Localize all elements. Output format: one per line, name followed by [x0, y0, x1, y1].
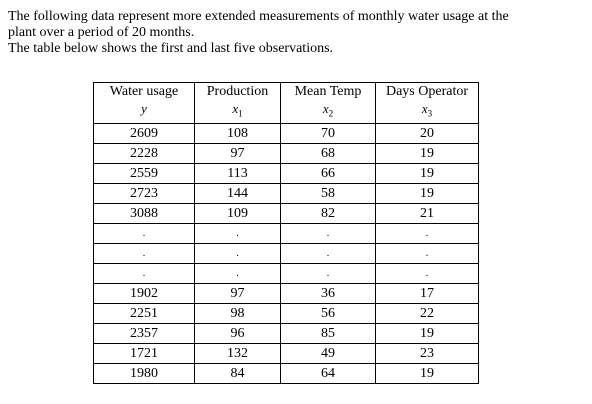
header-symbol: x3 — [421, 101, 433, 119]
intro-line-2: plant over a period of 20 months. — [8, 25, 195, 40]
table-cell: 19 — [375, 322, 479, 344]
table-cell: 19 — [375, 142, 479, 164]
table-cell: 96 — [194, 322, 281, 344]
table-cell: 3088 — [93, 202, 195, 224]
table-row: 2357 96 85 19 — [93, 322, 479, 344]
header-symbol: y — [141, 101, 147, 116]
table-cell: 49 — [280, 342, 376, 364]
table-row: 2251 98 56 22 — [93, 302, 479, 324]
intro-line-1: The following data represent more extend… — [8, 9, 509, 24]
table-row: 1980 84 64 19 — [93, 362, 479, 384]
intro-line-3: The table below shows the first and last… — [8, 41, 334, 56]
table-cell: 2559 — [93, 162, 195, 184]
table-cell: 36 — [280, 282, 376, 304]
header-production: Production x1 — [194, 82, 281, 124]
table-row: 2609 108 70 20 — [93, 122, 479, 144]
table-cell: 56 — [280, 302, 376, 324]
table-cell: 70 — [280, 122, 376, 144]
ellipsis-cell: . — [93, 242, 195, 264]
table-cell: 20 — [375, 122, 479, 144]
table-cell: 64 — [280, 362, 376, 384]
table-cell: 82 — [280, 202, 376, 224]
header-days-operator: Days Operator x3 — [375, 82, 479, 124]
header-mean-temp: Mean Temp x2 — [280, 82, 376, 124]
ellipsis-cell: . — [280, 262, 376, 284]
header-water-usage: Water usage y — [93, 82, 195, 124]
table-cell: 2723 — [93, 182, 195, 204]
table-cell: 97 — [194, 282, 281, 304]
table-cell: 97 — [194, 142, 281, 164]
ellipsis-cell: . — [375, 242, 479, 264]
header-label: Days Operator — [385, 84, 469, 99]
ellipsis-cell: . — [93, 222, 195, 244]
ellipsis-row: . . . . — [93, 222, 479, 244]
ellipsis-row: . . . . — [93, 242, 479, 264]
table-cell: 58 — [280, 182, 376, 204]
table-row: 1902 97 36 17 — [93, 282, 479, 304]
ellipsis-cell: . — [280, 222, 376, 244]
table-cell: 21 — [375, 202, 479, 224]
header-label: Water usage — [109, 84, 179, 99]
table-cell: 17 — [375, 282, 479, 304]
table-header-row: Water usage y Production x1 Mean Temp x2… — [93, 82, 479, 124]
ellipsis-row: . . . . — [93, 262, 479, 284]
ellipsis-cell: . — [375, 262, 479, 284]
header-label: Production — [206, 84, 269, 99]
table-row: 1721 132 49 23 — [93, 342, 479, 364]
table-cell: 1902 — [93, 282, 195, 304]
table-cell: 98 — [194, 302, 281, 324]
table-cell: 2228 — [93, 142, 195, 164]
table-cell: 1980 — [93, 362, 195, 384]
ellipsis-cell: . — [93, 262, 195, 284]
table-cell: 2609 — [93, 122, 195, 144]
table-cell: 19 — [375, 362, 479, 384]
table-cell: 144 — [194, 182, 281, 204]
table-cell: 2357 — [93, 322, 195, 344]
header-symbol: x2 — [322, 101, 334, 119]
ellipsis-cell: . — [194, 242, 281, 264]
ellipsis-cell: . — [375, 222, 479, 244]
table-cell: 109 — [194, 202, 281, 224]
table-cell: 1721 — [93, 342, 195, 364]
table-cell: 19 — [375, 182, 479, 204]
table-cell: 22 — [375, 302, 479, 324]
table-cell: 113 — [194, 162, 281, 184]
table-cell: 108 — [194, 122, 281, 144]
table-cell: 84 — [194, 362, 281, 384]
table-row: 2228 97 68 19 — [93, 142, 479, 164]
table-row: 2559 113 66 19 — [93, 162, 479, 184]
table-row: 3088 109 82 21 — [93, 202, 479, 224]
observations-table: Water usage y Production x1 Mean Temp x2… — [93, 82, 479, 384]
header-symbol: x1 — [232, 101, 243, 119]
ellipsis-cell: . — [280, 242, 376, 264]
table-cell: 23 — [375, 342, 479, 364]
table-cell: 66 — [280, 162, 376, 184]
table-cell: 85 — [280, 322, 376, 344]
table-cell: 2251 — [93, 302, 195, 324]
header-label: Mean Temp — [294, 84, 362, 99]
ellipsis-cell: . — [194, 262, 281, 284]
table-row: 2723 144 58 19 — [93, 182, 479, 204]
table-cell: 68 — [280, 142, 376, 164]
intro-text: The following data represent more extend… — [8, 9, 588, 57]
table-cell: 19 — [375, 162, 479, 184]
table-cell: 132 — [194, 342, 281, 364]
ellipsis-cell: . — [194, 222, 281, 244]
